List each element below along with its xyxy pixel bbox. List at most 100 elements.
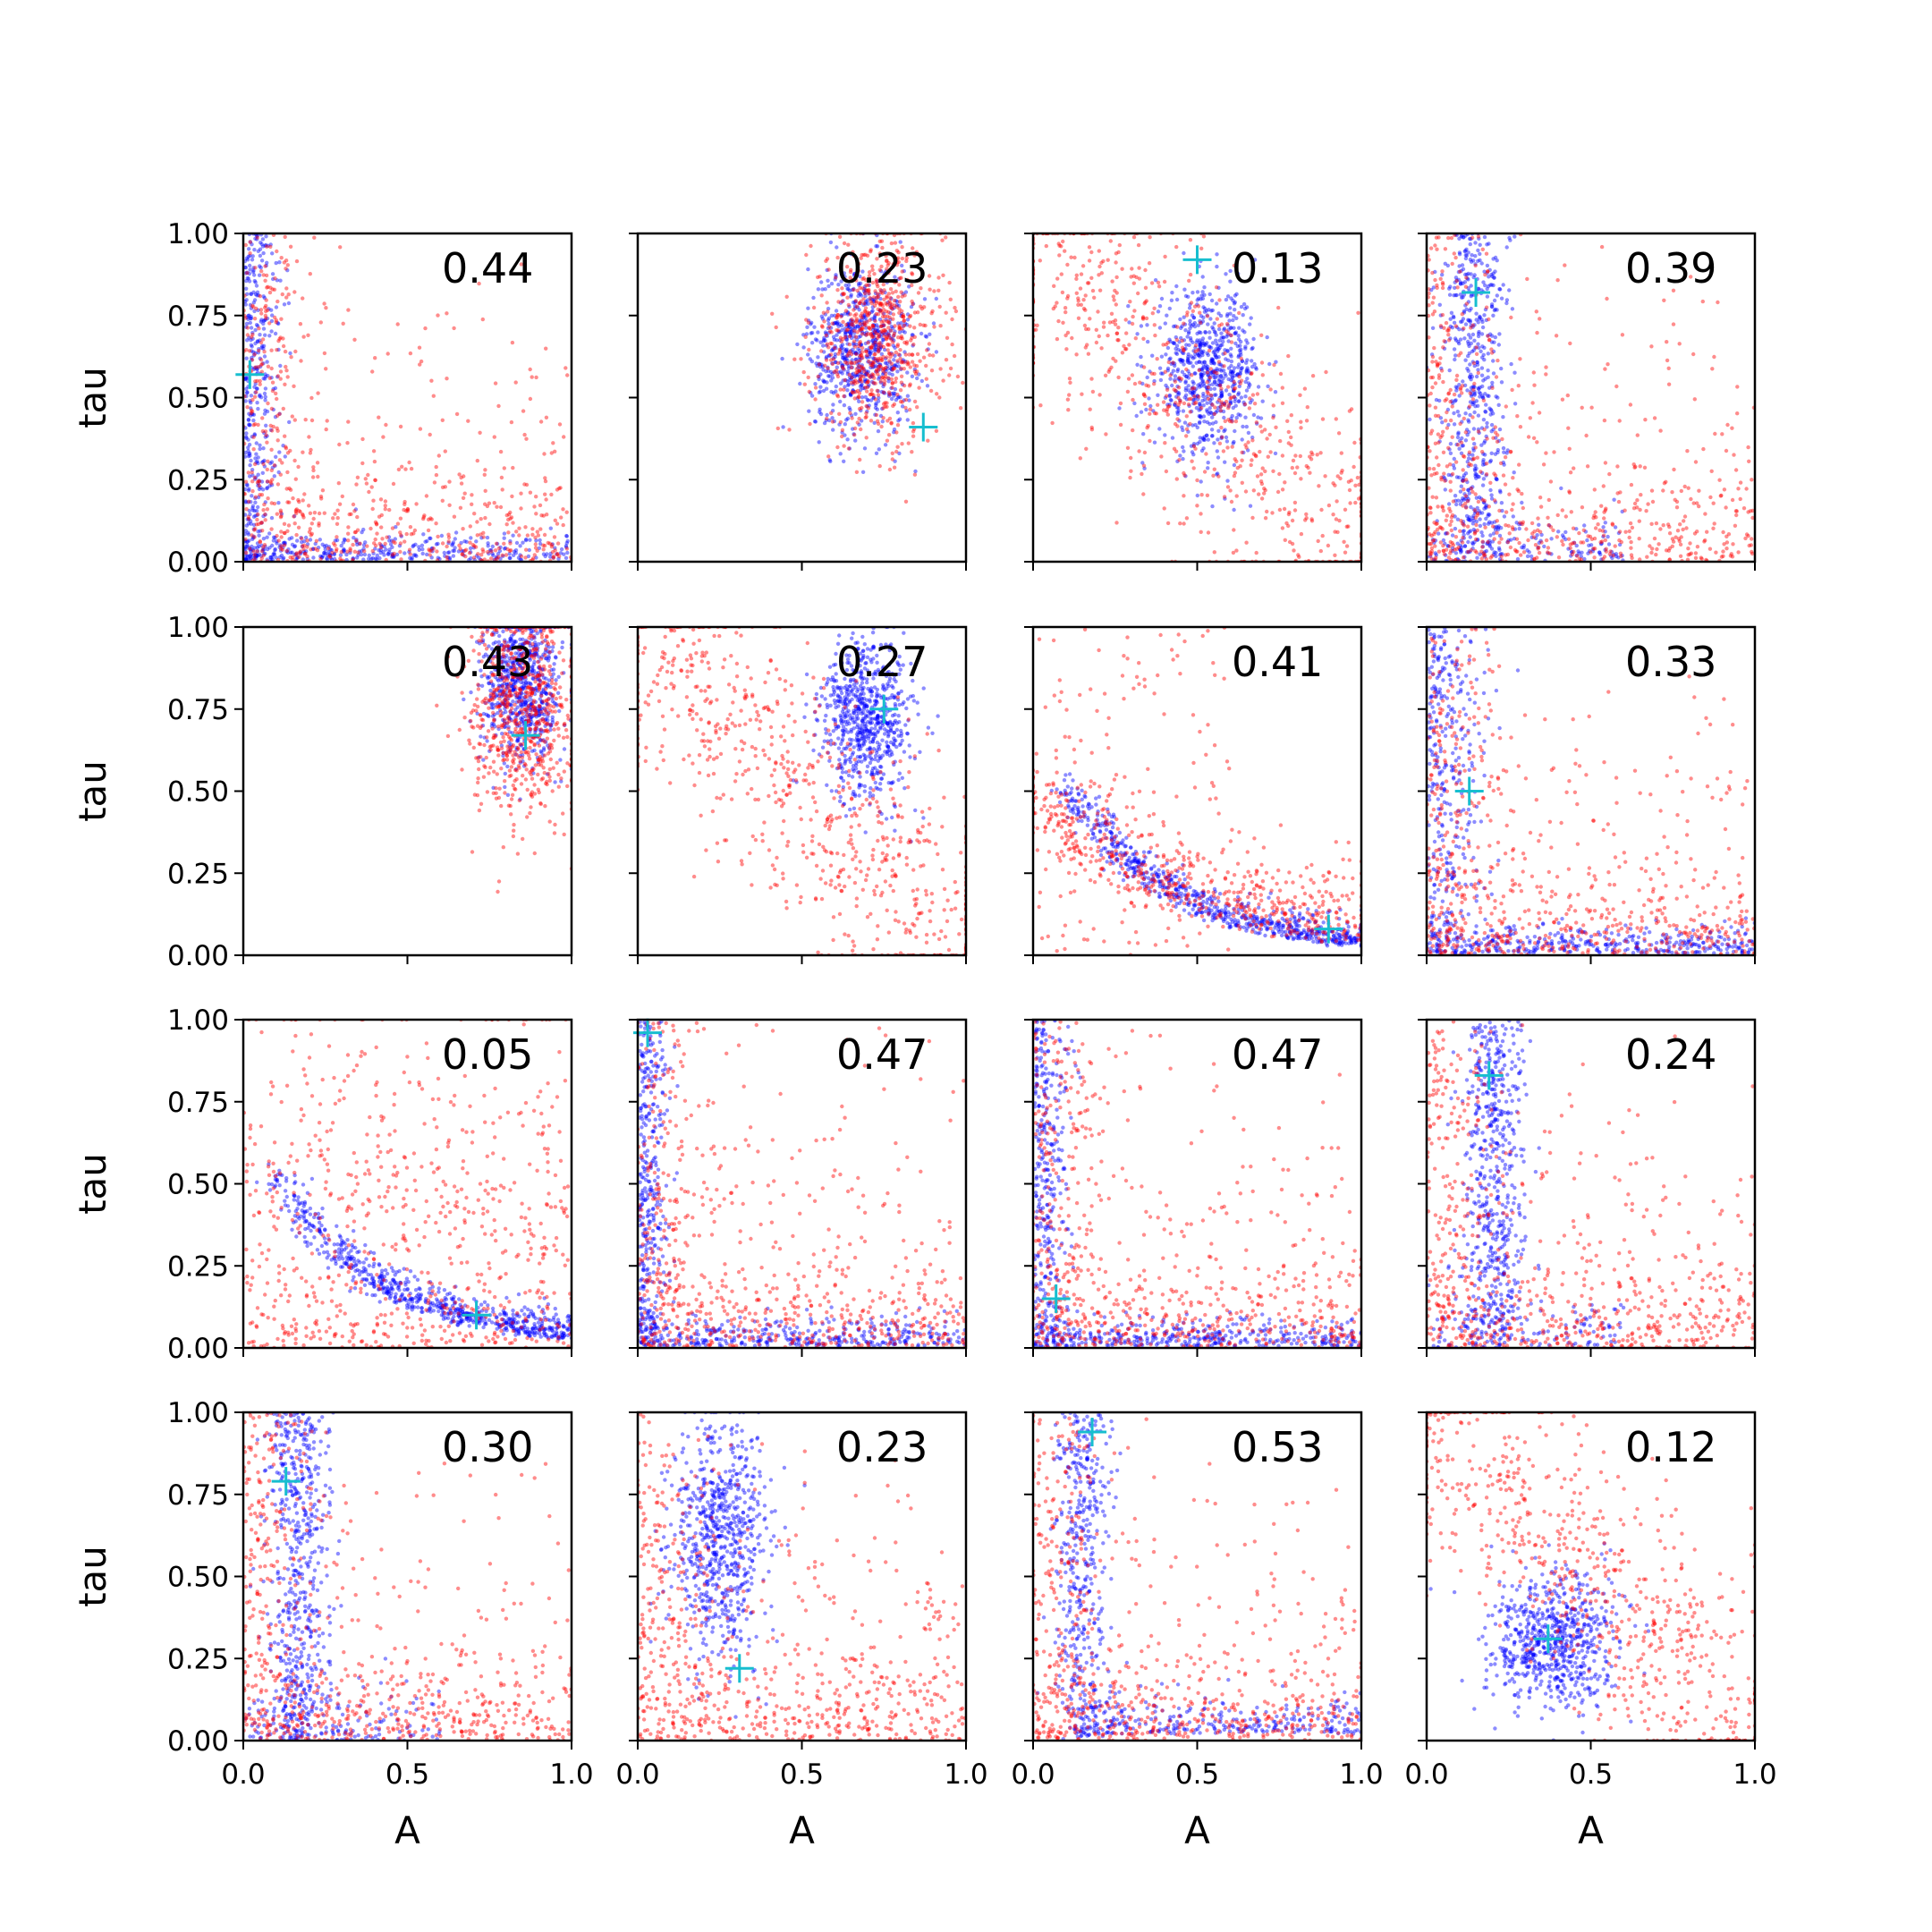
- blue-point: [1195, 338, 1199, 343]
- blue-point: [246, 453, 251, 459]
- blue-point: [848, 330, 852, 335]
- red-point: [334, 548, 339, 554]
- blue-point: [298, 551, 303, 556]
- panel-2: 0.23: [629, 232, 968, 571]
- red-point: [1142, 402, 1148, 406]
- blue-point: [260, 244, 266, 249]
- blue-point: [860, 314, 865, 318]
- blue-point: [1132, 401, 1137, 406]
- red-point: [879, 319, 884, 325]
- blue-point: [860, 322, 865, 327]
- blue-point: [843, 283, 848, 288]
- red-point: [542, 452, 547, 456]
- red-point: [882, 323, 886, 327]
- blue-point: [255, 545, 259, 550]
- blue-point: [822, 379, 826, 384]
- red-point: [952, 353, 957, 359]
- blue-point: [1474, 399, 1479, 403]
- blue-point: [1199, 371, 1203, 377]
- red-point: [346, 419, 351, 424]
- red-point: [858, 377, 863, 382]
- red-point: [1132, 309, 1137, 313]
- blue-point: [1200, 275, 1205, 279]
- red-point: [936, 288, 941, 292]
- blue-point: [447, 550, 452, 555]
- blue-point: [523, 538, 529, 543]
- red-point: [1070, 335, 1074, 341]
- blue-point: [1194, 386, 1199, 391]
- red-point: [263, 512, 267, 517]
- blue-point: [1231, 387, 1236, 393]
- blue-point: [283, 540, 287, 545]
- red-point: [260, 529, 265, 533]
- red-point: [261, 462, 266, 466]
- blue-point: [1179, 358, 1183, 362]
- red-point: [1577, 556, 1582, 562]
- y-tick-label: 0.25: [167, 464, 229, 496]
- red-point: [1333, 530, 1337, 534]
- blue-point: [292, 552, 297, 557]
- blue-point: [325, 556, 329, 561]
- red-point: [275, 249, 279, 254]
- red-point: [1076, 302, 1080, 307]
- red-point: [1304, 512, 1309, 517]
- blue-point: [1440, 273, 1445, 277]
- red-point: [1318, 548, 1324, 554]
- blue-point: [879, 352, 884, 356]
- red-point: [333, 512, 337, 516]
- red-point: [1614, 384, 1619, 389]
- blue-point: [826, 306, 831, 311]
- blue-point: [1569, 554, 1573, 558]
- red-point: [1205, 390, 1210, 394]
- red-point: [472, 512, 477, 516]
- blue-point: [276, 321, 281, 326]
- blue-point: [553, 546, 557, 550]
- panel-value-label: 0.23: [836, 244, 928, 292]
- blue-point: [1210, 382, 1215, 386]
- blue-point: [818, 372, 823, 377]
- blue-point: [1468, 375, 1472, 379]
- red-point: [901, 315, 906, 319]
- red-point: [1275, 489, 1281, 495]
- blue-point: [819, 280, 824, 284]
- red-point: [1089, 275, 1094, 280]
- blue-point: [866, 349, 871, 353]
- blue-point: [909, 304, 914, 309]
- blue-point: [1192, 324, 1198, 329]
- blue-point: [1208, 317, 1213, 321]
- red-point: [1173, 379, 1178, 384]
- red-point: [866, 341, 870, 345]
- blue-point: [1218, 313, 1224, 318]
- blue-point: [895, 300, 900, 304]
- red-point: [1224, 399, 1229, 404]
- red-point: [873, 397, 877, 402]
- blue-point: [1492, 275, 1496, 280]
- red-point: [1355, 475, 1360, 480]
- red-point: [843, 377, 847, 383]
- red-point: [1188, 272, 1193, 277]
- red-point: [400, 464, 404, 469]
- red-point: [289, 355, 293, 360]
- red-point: [252, 462, 258, 467]
- blue-point: [253, 496, 258, 501]
- blue-point: [1205, 367, 1209, 371]
- red-point: [854, 470, 860, 474]
- blue-point: [840, 343, 845, 347]
- blue-point: [1215, 342, 1219, 346]
- blue-point: [264, 423, 268, 428]
- blue-point: [817, 375, 821, 379]
- blue-point: [285, 268, 290, 273]
- blue-point: [253, 236, 258, 241]
- red-point: [265, 479, 270, 484]
- red-point: [1165, 404, 1171, 409]
- red-point: [266, 496, 270, 501]
- blue-point: [884, 369, 888, 374]
- red-point: [1149, 371, 1155, 376]
- red-point: [1232, 386, 1237, 392]
- blue-point: [1535, 533, 1539, 538]
- red-point: [864, 436, 869, 440]
- blue-point: [341, 540, 345, 545]
- blue-point: [855, 305, 860, 309]
- blue-point: [243, 500, 249, 504]
- red-point: [840, 434, 844, 439]
